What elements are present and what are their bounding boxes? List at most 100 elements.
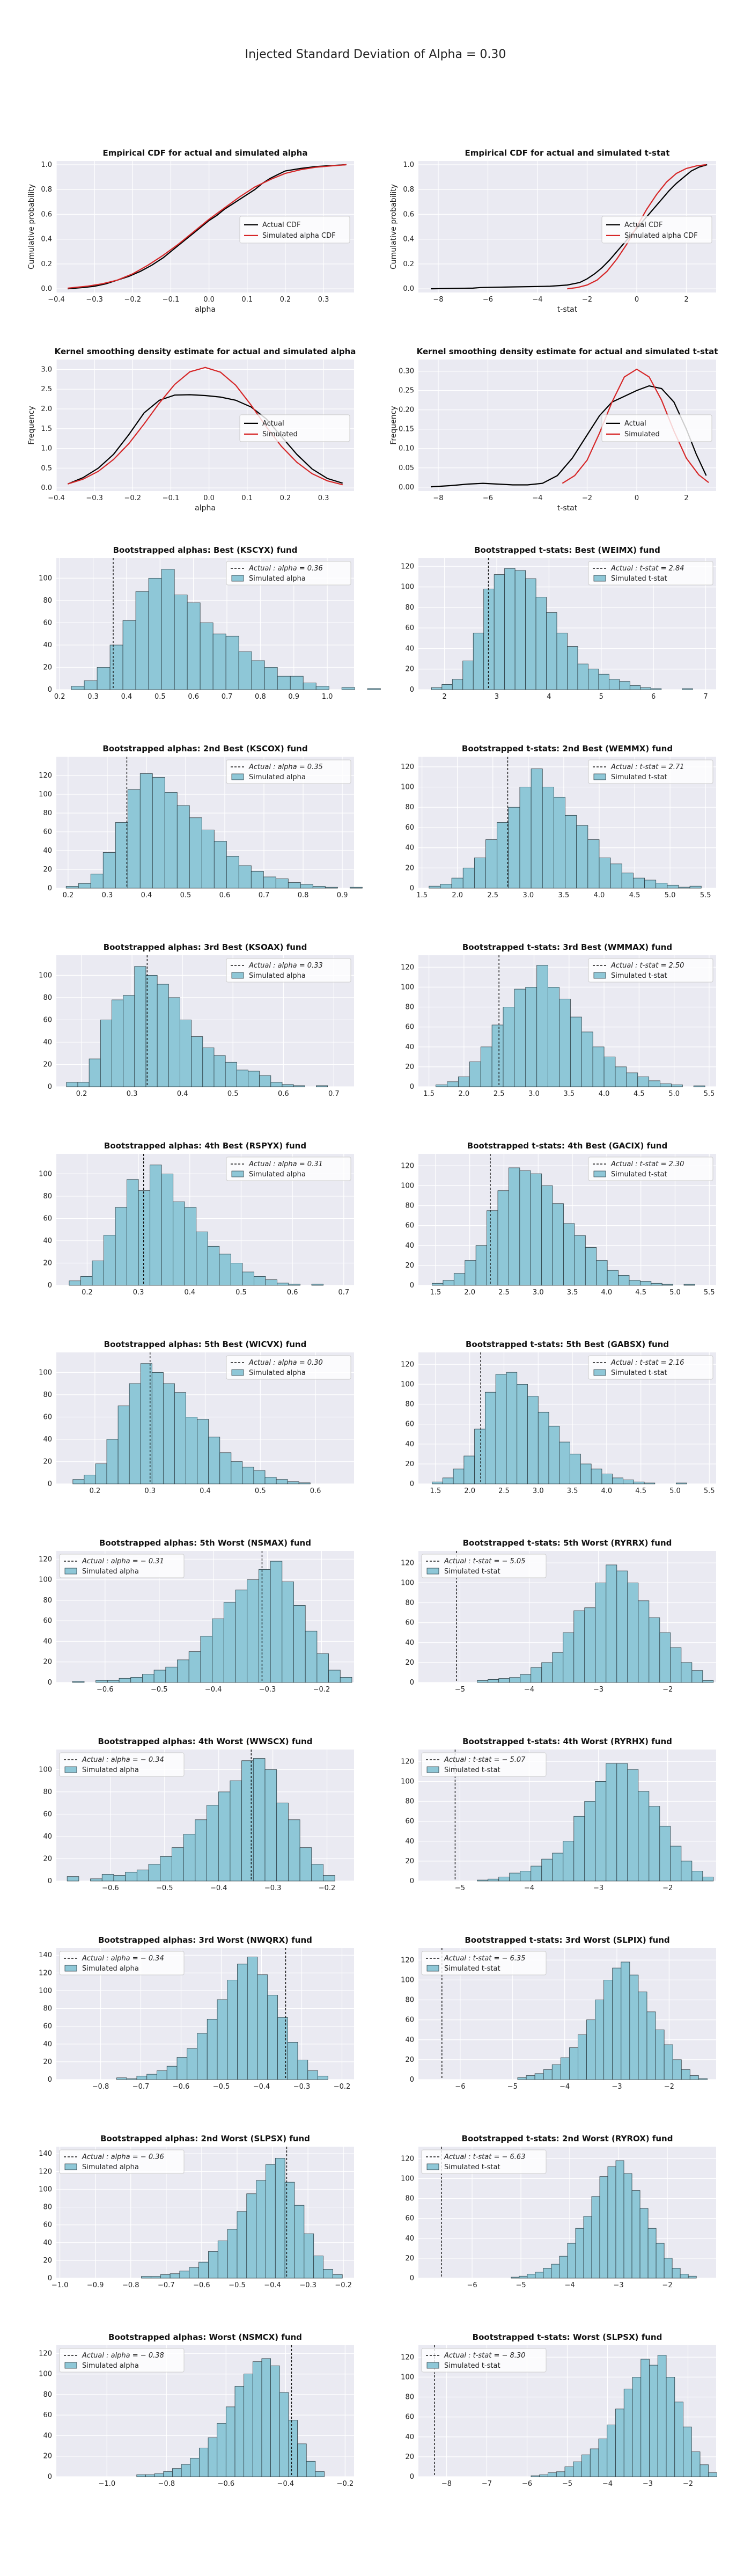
legend-box [59, 1554, 185, 1578]
legend-entry-simulated: Simulated t-stat [611, 972, 667, 980]
x-tick-label: 0.7 [338, 1289, 350, 1297]
histogram-bar [573, 2461, 582, 2477]
y-tick-label: 0.8 [41, 186, 52, 194]
legend-entry-actual: Actual : alpha = − 0.34 [82, 1756, 164, 1764]
x-tick-label: 0.4 [141, 891, 152, 899]
histogram-bar [556, 633, 568, 690]
histogram-bar [264, 1477, 277, 1484]
x-tick-label: −0.4 [48, 296, 65, 304]
histogram-bar [136, 2075, 148, 2080]
legend-swatch-simulated [593, 972, 606, 979]
y-tick-label: 1.5 [41, 425, 52, 433]
y-tick-label: 40 [405, 2036, 414, 2044]
histogram-bar [332, 2274, 343, 2279]
x-tick-label: −0.6 [218, 2480, 235, 2488]
histogram-bar [207, 2019, 218, 2080]
x-tick-label: −2 [683, 2480, 693, 2488]
histogram-bar [328, 1670, 341, 1683]
histogram-bar [508, 807, 520, 889]
legend-box [59, 2348, 185, 2373]
histogram-bar [246, 2193, 257, 2279]
histogram-bar [84, 1474, 96, 1484]
x-tick-label: 0.0 [203, 296, 215, 304]
histogram-bar [693, 1085, 705, 1087]
histogram-bar [172, 2468, 182, 2477]
chart-panel-5: Bootstrapped alphas: Best (KSCYX) fund 0.… [39, 545, 381, 701]
histogram-bar [626, 1072, 638, 1087]
y-axis-label: Cumulative probability [389, 184, 398, 269]
histogram-bar [563, 1223, 575, 1286]
y-tick-label: 100 [401, 784, 414, 792]
histogram-bar [559, 999, 571, 1087]
histogram-bar [146, 2074, 157, 2080]
x-tick-label: 3.5 [567, 1487, 578, 1495]
legend-entry-simulated: Simulated t-stat [444, 1568, 500, 1576]
histogram-bar [535, 597, 547, 690]
histogram-bar [469, 1062, 481, 1087]
x-tick-label: 1.5 [416, 891, 428, 899]
legend-entry-simulated: Simulated alpha [249, 575, 306, 583]
histogram-bar [142, 1674, 154, 1683]
x-tick-label: −8 [433, 494, 443, 502]
x-axis-label: alpha [195, 504, 216, 513]
histogram-bar [213, 1055, 226, 1087]
x-tick-label: −0.9 [87, 2281, 104, 2289]
histogram-bar [621, 873, 634, 889]
histogram-bar [530, 1173, 542, 1286]
histogram-bar [72, 1479, 85, 1484]
y-tick-label: 60 [43, 1413, 52, 1421]
histogram-bar [596, 1260, 608, 1286]
chart-title: Bootstrapped t-stats: 3rd Best (WMMAX) f… [462, 942, 672, 952]
histogram-bar [187, 2048, 197, 2080]
x-tick-label: 2.5 [494, 1090, 505, 1098]
x-tick-label: 5.5 [704, 1090, 715, 1098]
x-axis-label: t-stat [557, 504, 578, 513]
y-tick-label: 80 [43, 809, 52, 817]
histogram-bar [638, 1992, 647, 2080]
legend-entry-actual: Actual : t-stat = − 6.63 [444, 2153, 525, 2161]
histogram-bar [176, 2057, 188, 2080]
histogram-bar [129, 1383, 141, 1484]
legend-entry-simulated: Simulated t-stat [611, 575, 667, 583]
y-tick-label: 120 [401, 763, 414, 771]
chart-panel-3: Kernel smoothing density estimate for ac… [27, 347, 356, 513]
histogram-bar [452, 679, 463, 690]
legend-entry: Simulated alpha CDF [624, 232, 698, 240]
histogram-bar [277, 2017, 288, 2080]
legend-swatch-simulated [426, 1766, 439, 1773]
histogram-bar [112, 999, 124, 1087]
histogram-bar [606, 1564, 617, 1683]
x-tick-label: 5.5 [704, 1487, 715, 1495]
chart-title: Bootstrapped alphas: 5th Best (WICVX) fu… [104, 1340, 307, 1349]
x-tick-label: 0.9 [337, 891, 348, 899]
chart-title: Empirical CDF for actual and simulated a… [103, 148, 308, 158]
histogram-bar [623, 1480, 634, 1484]
x-tick-label: 0.2 [82, 1289, 93, 1297]
histogram-bar [136, 1869, 149, 1882]
histogram-bar [238, 652, 252, 690]
histogram-bar [186, 1417, 197, 1484]
histogram-bar [253, 1470, 266, 1484]
x-tick-label: −0.3 [264, 1884, 282, 1892]
y-tick-label: 1.0 [41, 161, 52, 169]
x-tick-label: 5 [599, 693, 603, 701]
x-tick-label: 2.5 [487, 891, 498, 899]
histogram-bar [543, 2069, 553, 2080]
histogram-bar [664, 2044, 673, 2080]
y-tick-label: 100 [39, 1987, 52, 1995]
histogram-bar [78, 883, 91, 889]
x-tick-label: 4.0 [601, 1289, 613, 1297]
y-tick-label: 0.25 [399, 387, 414, 395]
y-tick-label: 0.30 [399, 368, 414, 376]
x-tick-label: −2 [664, 2083, 674, 2091]
histogram-bar [552, 1203, 564, 1286]
histogram-bar [126, 2078, 137, 2080]
histogram-bar [538, 1411, 549, 1484]
y-tick-label: 20 [405, 864, 414, 872]
histogram-bar [123, 995, 135, 1087]
histogram-bar [270, 1082, 283, 1087]
legend-box [421, 1951, 547, 1975]
histogram-bar [569, 2047, 578, 2080]
x-tick-label: 0.5 [235, 1289, 247, 1297]
histogram-bar [65, 886, 79, 889]
